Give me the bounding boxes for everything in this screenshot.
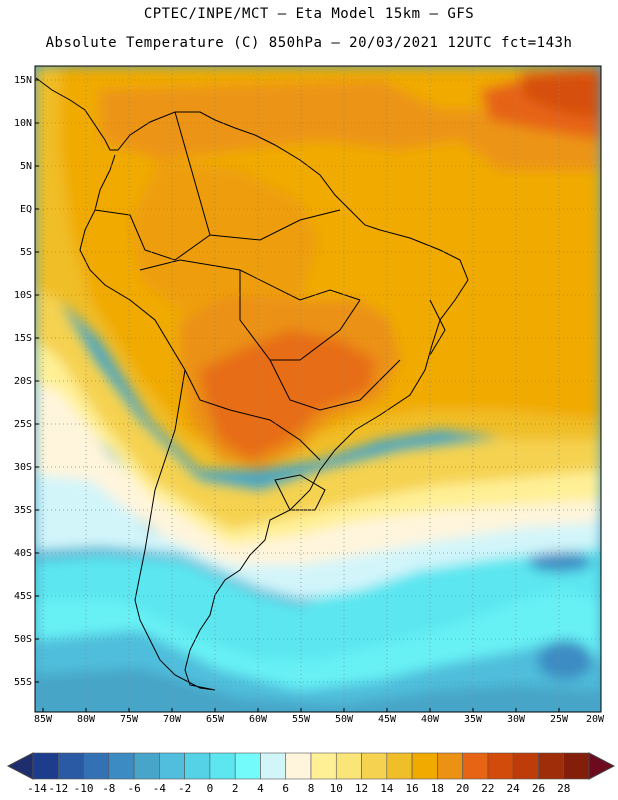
lat-label-5s: 5S	[19, 247, 32, 258]
colorbar-tick-label: 24	[506, 782, 520, 795]
colorbar-tick-label: 6	[282, 782, 290, 795]
colorbar-bin	[335, 752, 362, 780]
colorbar-bin	[108, 752, 135, 780]
colorbar-tick-label: 22	[481, 782, 495, 795]
colorbar-bin	[310, 752, 337, 780]
colorbar-tick-label: 18	[430, 782, 444, 795]
lon-label-25w: 25W	[549, 714, 569, 725]
map-title-line2: Absolute Temperature (C) 850hPa – 20/03/…	[45, 35, 573, 51]
colorbar-tick-label: 2	[231, 782, 239, 795]
colorbar	[6, 752, 616, 780]
colorbar-tick-label: 16	[405, 782, 419, 795]
temperature-field	[35, 66, 601, 712]
colorbar-under-arrow	[6, 752, 34, 780]
colorbar-bin	[184, 752, 211, 780]
colorbar-bin	[437, 752, 463, 780]
lon-label-70w: 70W	[162, 714, 182, 725]
coastlines	[35, 77, 469, 691]
colorbar-tick-label: 4	[257, 782, 264, 795]
colorbar-bin	[83, 752, 110, 780]
colorbar-tick-label: 8	[307, 782, 315, 795]
lon-label-30w: 30W	[506, 714, 526, 725]
colorbar-bin	[209, 752, 236, 780]
lat-label-15n: 15N	[13, 75, 32, 86]
lon-label-20w: 20W	[585, 714, 605, 725]
lon-label-50w: 50W	[334, 714, 354, 725]
lat-label-35s: 35S	[13, 505, 32, 516]
lon-label-75w: 75W	[119, 714, 139, 725]
colorbar-tick-label: 12	[354, 782, 369, 795]
lat-label-25s: 25S	[13, 419, 32, 430]
colorbar-bin	[234, 752, 261, 780]
lat-label-5n: 5N	[19, 161, 32, 172]
lon-label-35w: 35W	[463, 714, 483, 725]
colorbar-tick-label: 26	[531, 782, 546, 795]
colorbar-tick-label: -14	[27, 782, 47, 795]
colorbar-bin	[386, 752, 413, 780]
lat-label-45s: 45S	[13, 591, 32, 602]
colorbar-bin	[563, 752, 590, 780]
lat-label-50s: 50S	[13, 634, 32, 645]
lat-label-10n: 10N	[13, 118, 32, 129]
lat-label-15s: 15S	[13, 333, 32, 344]
colorbar-tick-label: -8	[102, 782, 116, 795]
lat-label-20s: 20S	[13, 376, 32, 387]
colorbar-bin	[462, 752, 489, 780]
colorbar-tick-label: -4	[152, 782, 166, 795]
lat-label-40s: 40S	[13, 548, 32, 559]
lon-label-85w: 85W	[33, 714, 53, 725]
colorbar-tick-label: -2	[178, 782, 192, 795]
colorbar-tick-label: -10	[73, 782, 94, 795]
lon-label-40w: 40W	[420, 714, 440, 725]
plot-frame	[34, 65, 602, 713]
colorbar-tick-label: 0	[206, 782, 214, 795]
axis-ticks	[35, 79, 602, 712]
map-title-line1: CPTEC/INPE/MCT – Eta Model 15km – GFS	[143, 6, 475, 22]
colorbar-tick-label: -6	[127, 782, 141, 795]
lat-label-55s: 55S	[13, 677, 32, 688]
colorbar-tick-label: 10	[329, 782, 343, 795]
lon-label-45w: 45W	[377, 714, 397, 725]
lat-label-10s: 10S	[13, 290, 32, 301]
colorbar-bin	[538, 752, 565, 780]
colorbar-bin	[285, 752, 312, 780]
lon-label-80w: 80W	[76, 714, 96, 725]
colorbar-tick-label: 20	[456, 782, 470, 795]
colorbar-tick-label: 28	[557, 782, 571, 795]
colorbar-bin	[411, 752, 438, 780]
colorbar-bin	[260, 752, 287, 780]
colorbar-bin	[487, 752, 514, 780]
colorbar-bin	[133, 752, 160, 780]
lat-label-30s: 30S	[13, 462, 32, 473]
lon-label-55w: 55W	[291, 714, 311, 725]
lon-label-60w: 60W	[248, 714, 268, 725]
colorbar-bin	[159, 752, 185, 780]
colorbar-over-arrow	[588, 752, 616, 780]
colorbar-tick-label: -12	[48, 782, 69, 795]
colorbar-bin	[361, 752, 388, 780]
lat-label-eq: EQ	[19, 204, 32, 215]
colorbar-tick-label: 14	[380, 782, 394, 795]
colorbar-bin	[32, 752, 59, 780]
colorbar-bin	[57, 752, 84, 780]
lon-label-65w: 65W	[205, 714, 225, 725]
colorbar-bin	[512, 752, 539, 780]
